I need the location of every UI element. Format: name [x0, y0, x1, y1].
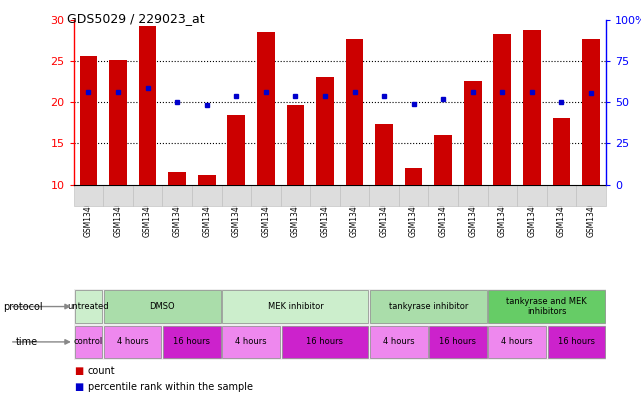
Bar	[281, 326, 369, 358]
Bar	[375, 124, 393, 185]
Bar	[109, 60, 127, 185]
Bar	[74, 290, 103, 323]
Bar	[251, 185, 281, 206]
Bar	[494, 34, 511, 185]
Bar	[517, 185, 547, 206]
Bar	[488, 326, 545, 358]
Text: 4 hours: 4 hours	[501, 338, 533, 346]
Bar	[74, 185, 103, 206]
Bar	[370, 326, 428, 358]
Bar	[547, 185, 576, 206]
Bar	[547, 326, 605, 358]
Bar	[488, 185, 517, 206]
Bar	[222, 185, 251, 206]
Text: tankyrase inhibitor: tankyrase inhibitor	[388, 302, 468, 311]
Bar	[198, 175, 215, 185]
Text: untreated: untreated	[68, 302, 110, 311]
Text: 4 hours: 4 hours	[117, 338, 149, 346]
Text: 16 hours: 16 hours	[440, 338, 476, 346]
Bar	[138, 26, 156, 185]
Text: MEK inhibitor: MEK inhibitor	[267, 302, 323, 311]
Bar	[340, 185, 369, 206]
Bar	[74, 326, 103, 358]
Text: DMSO: DMSO	[149, 302, 175, 311]
Text: control: control	[74, 338, 103, 346]
Bar	[399, 185, 428, 206]
Bar	[345, 39, 363, 185]
Bar	[162, 185, 192, 206]
Text: protocol: protocol	[3, 301, 43, 312]
Text: time: time	[16, 337, 38, 347]
Bar	[79, 56, 97, 185]
Bar	[163, 326, 221, 358]
Bar	[370, 290, 487, 323]
Bar	[281, 185, 310, 206]
Bar	[429, 326, 487, 358]
Bar	[192, 185, 222, 206]
Bar	[435, 135, 452, 185]
Bar	[404, 168, 422, 185]
Bar	[104, 290, 221, 323]
Text: 16 hours: 16 hours	[558, 338, 595, 346]
Text: ■: ■	[74, 366, 83, 376]
Bar	[523, 29, 541, 185]
Text: GDS5029 / 229023_at: GDS5029 / 229023_at	[67, 12, 205, 25]
Bar	[582, 39, 600, 185]
Bar	[228, 114, 245, 185]
Bar	[458, 185, 488, 206]
Bar	[287, 105, 304, 185]
Bar	[310, 185, 340, 206]
Text: percentile rank within the sample: percentile rank within the sample	[88, 382, 253, 392]
Bar	[257, 32, 275, 185]
Bar	[222, 290, 369, 323]
Bar	[553, 118, 570, 185]
Bar	[488, 290, 605, 323]
Text: 4 hours: 4 hours	[235, 338, 267, 346]
Bar	[369, 185, 399, 206]
Text: ■: ■	[74, 382, 83, 392]
Text: 16 hours: 16 hours	[174, 338, 210, 346]
Bar	[169, 171, 186, 185]
Text: tankyrase and MEK
inhibitors: tankyrase and MEK inhibitors	[506, 297, 587, 316]
Bar	[104, 326, 162, 358]
Bar	[576, 185, 606, 206]
Text: count: count	[88, 366, 115, 376]
Bar	[316, 77, 334, 185]
Bar	[464, 81, 481, 185]
Text: 4 hours: 4 hours	[383, 338, 415, 346]
Bar	[103, 185, 133, 206]
Bar	[428, 185, 458, 206]
Text: 16 hours: 16 hours	[306, 338, 344, 346]
Bar	[222, 326, 279, 358]
Bar	[133, 185, 162, 206]
